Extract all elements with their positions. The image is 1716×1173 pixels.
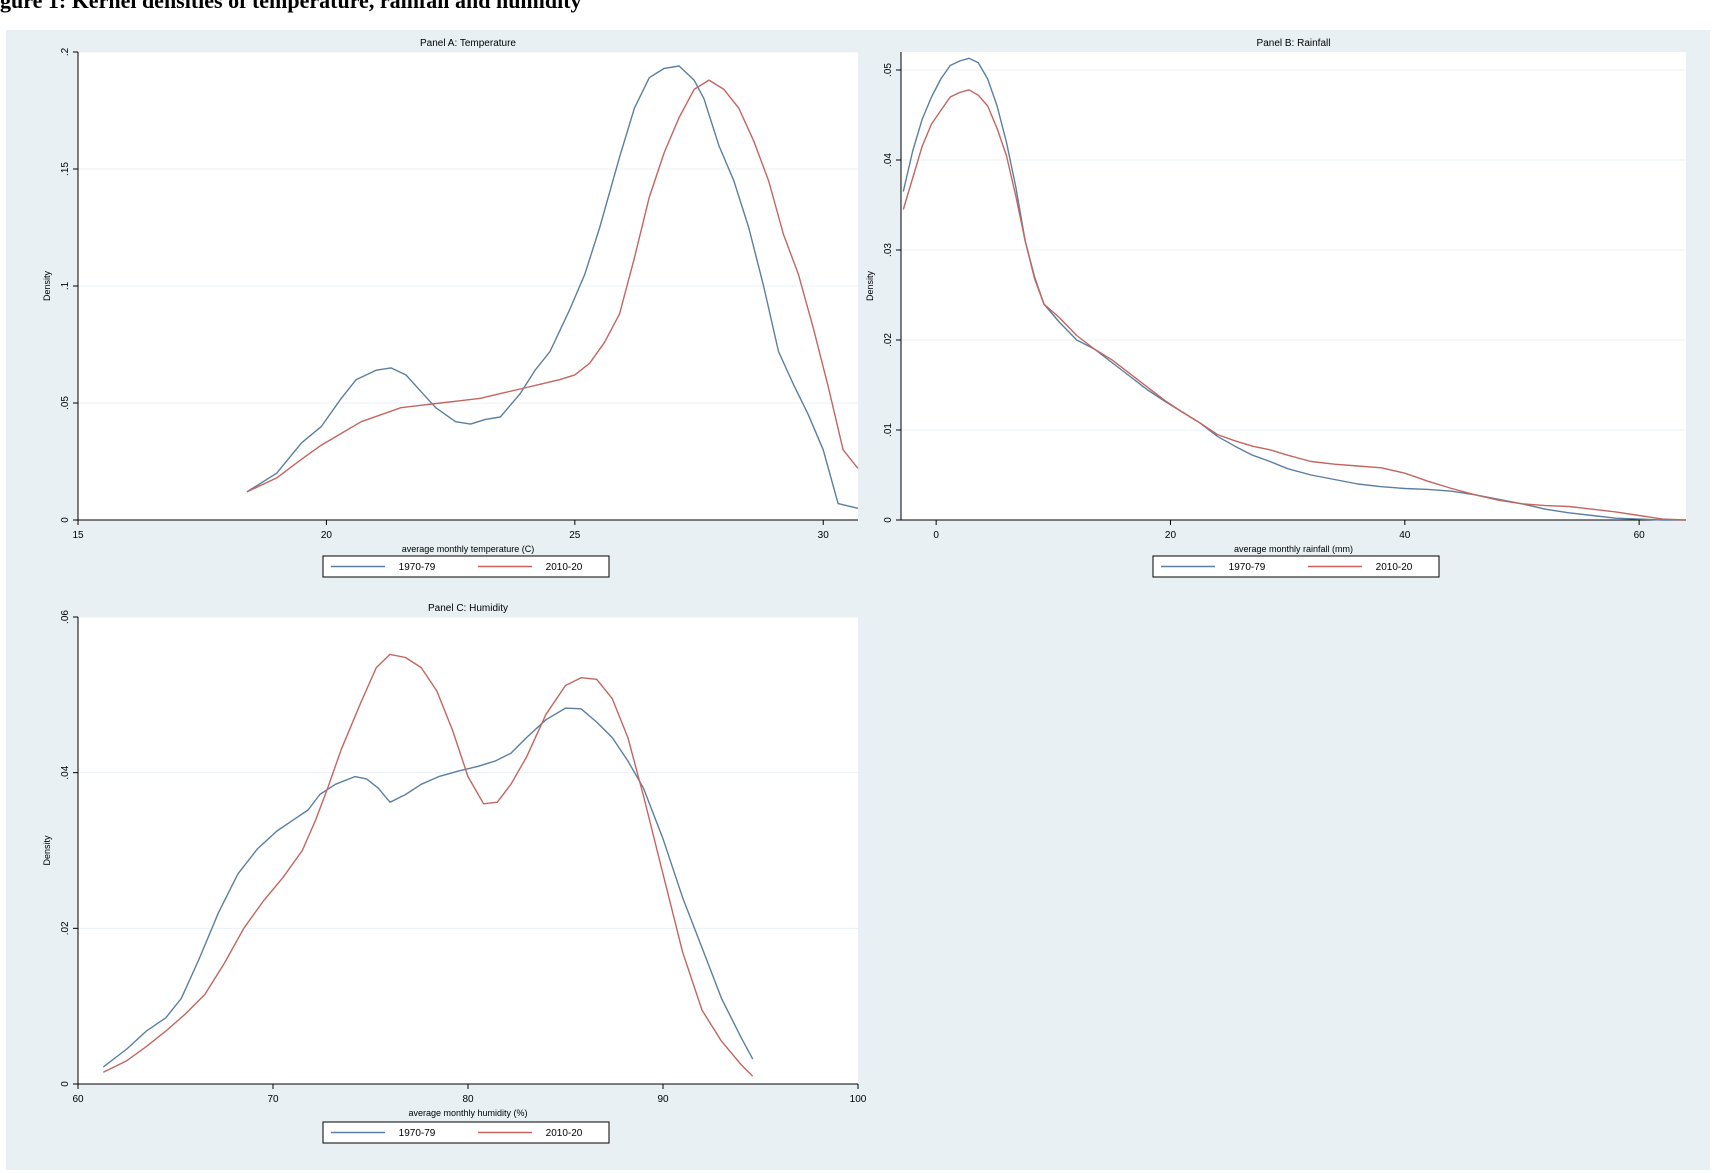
series-line-2 xyxy=(246,79,859,493)
x-tick-label: 30 xyxy=(818,530,830,541)
x-tick-label: 60 xyxy=(1634,530,1646,541)
plot-area xyxy=(901,52,1686,520)
figure-title: gure 1: Kernel densities of temperature,… xyxy=(0,0,582,13)
legend-label: 1970-79 xyxy=(399,1128,436,1139)
legend-box xyxy=(322,1121,610,1144)
x-tick-label: 20 xyxy=(321,530,333,541)
chart-title: Panel C: Humidity xyxy=(428,603,508,614)
y-tick-label: .2 xyxy=(60,47,71,56)
legend-box xyxy=(1152,555,1440,578)
x-tick-label: 25 xyxy=(569,530,581,541)
y-axis-label: Density xyxy=(42,270,52,301)
y-tick-label: .05 xyxy=(60,396,71,410)
y-axis-label: Density xyxy=(42,835,52,866)
y-tick-label: 0 xyxy=(883,517,894,523)
x-tick-label: 100 xyxy=(850,1094,867,1105)
x-tick-label: 70 xyxy=(267,1094,279,1105)
y-tick-label: .03 xyxy=(883,243,894,257)
chart-panel-1: 0 .05 .1 .15 .2 15 20 25 30 Panel A: Temperature a… xyxy=(42,38,859,578)
y-tick-label: 0 xyxy=(60,517,71,523)
x-tick-label: 20 xyxy=(1165,530,1177,541)
y-tick-label: .04 xyxy=(883,153,894,167)
plot-area xyxy=(78,617,858,1084)
y-tick-label: .05 xyxy=(883,63,894,77)
legend-label: 2010-20 xyxy=(546,562,583,573)
y-tick-label: .06 xyxy=(60,610,71,624)
legend-label: 1970-79 xyxy=(1229,562,1266,573)
legend-label: 2010-20 xyxy=(1376,562,1413,573)
y-tick-label: .02 xyxy=(883,333,894,347)
legend-label: 1970-79 xyxy=(399,562,436,573)
series-line-1 xyxy=(246,65,859,509)
chart-panel-3: 0 .02 .04 .06 60 70 80 90 100 Panel C: Humidity av… xyxy=(42,603,867,1144)
x-axis-label: average monthly temperature (C) xyxy=(402,544,535,554)
y-tick-label: .04 xyxy=(60,765,71,779)
x-tick-label: 15 xyxy=(72,530,84,541)
y-tick-label: .1 xyxy=(60,281,71,290)
x-tick-label: 40 xyxy=(1399,530,1411,541)
y-axis-label: Density xyxy=(865,270,875,301)
legend: 1970-79 2010-20 xyxy=(322,1121,610,1144)
chart-title: Panel B: Rainfall xyxy=(1257,38,1331,49)
x-axis-label: average monthly humidity (%) xyxy=(408,1108,527,1118)
y-tick-label: .02 xyxy=(60,921,71,935)
y-tick-label: .15 xyxy=(60,162,71,176)
x-tick-label: 0 xyxy=(933,530,939,541)
x-tick-label: 60 xyxy=(72,1094,84,1105)
chart-title: Panel A: Temperature xyxy=(420,38,516,49)
series-line-2 xyxy=(902,89,1687,521)
y-tick-label: 0 xyxy=(60,1081,71,1087)
x-tick-label: 80 xyxy=(462,1094,474,1105)
legend-label: 2010-20 xyxy=(546,1128,583,1139)
y-tick-label: .01 xyxy=(883,423,894,437)
chart-panel-2: 0 .01 .02 .03 .04 .05 0 20 40 60 Panel B: Rainfall… xyxy=(865,38,1687,578)
series-line-2 xyxy=(102,653,754,1077)
legend-box xyxy=(322,555,610,578)
x-axis-label: average monthly rainfall (mm) xyxy=(1234,544,1353,554)
panels: 0 .05 .1 .15 .2 15 20 25 30 Panel A: Temperature a… xyxy=(42,38,1687,1144)
x-tick-label: 90 xyxy=(657,1094,669,1105)
legend: 1970-79 2010-20 xyxy=(1152,555,1440,578)
legend: 1970-79 2010-20 xyxy=(322,555,610,578)
